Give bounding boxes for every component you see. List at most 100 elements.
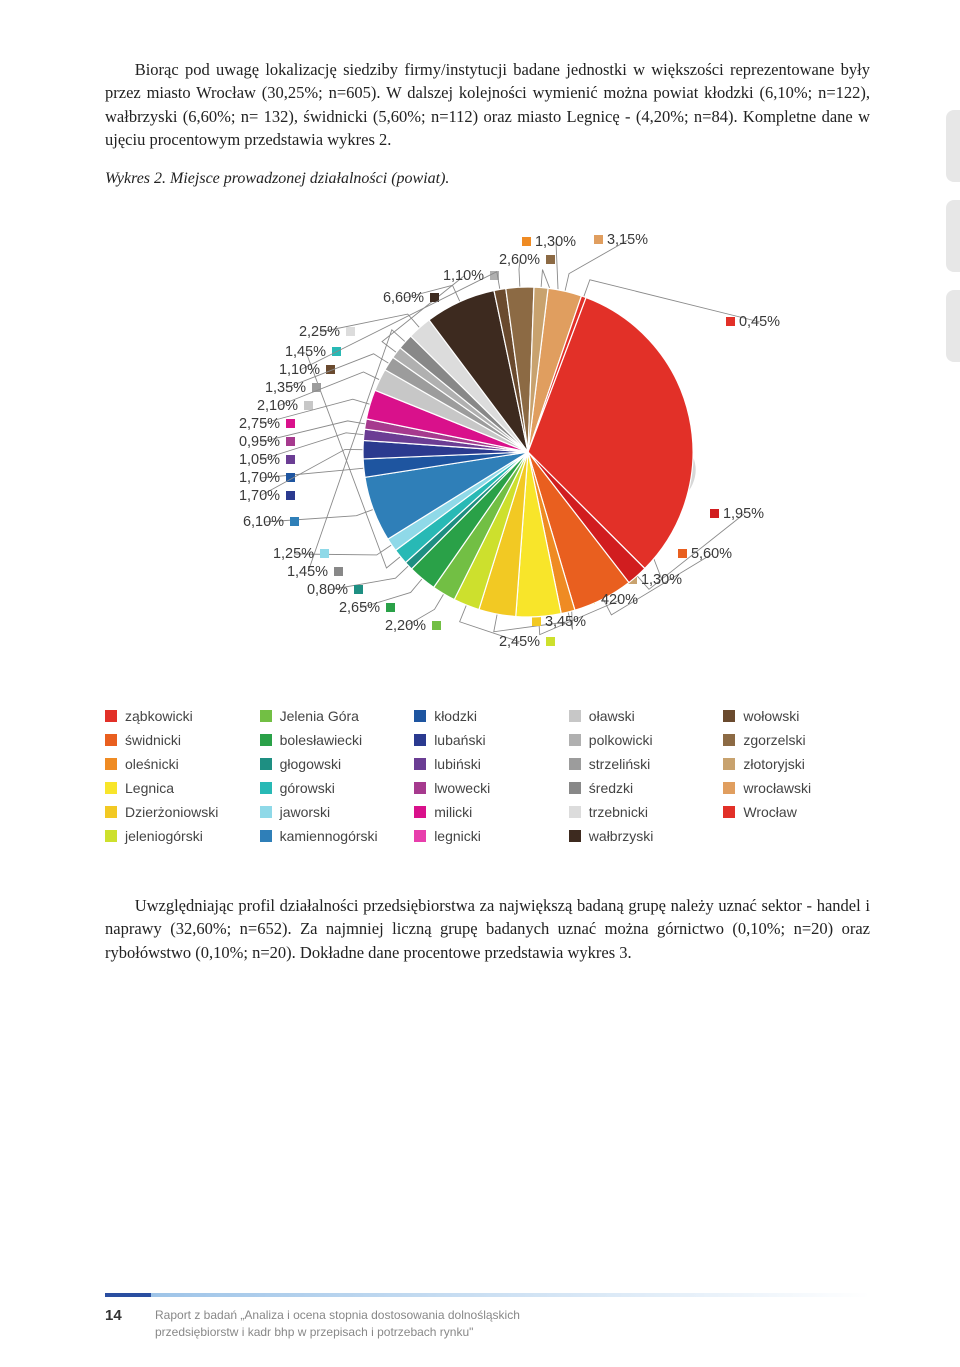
footer-text: Raport z badań „Analiza i ocena stopnia … <box>155 1307 520 1341</box>
legend-label: jeleniogórski <box>125 828 203 844</box>
legend-item: lubiński <box>414 756 561 772</box>
legend-swatch <box>260 734 272 746</box>
legend-swatch <box>723 782 735 794</box>
legend-swatch <box>260 806 272 818</box>
legend-item: średzki <box>569 780 716 796</box>
footer-rule <box>105 1293 870 1297</box>
legend-label: kamiennogórski <box>280 828 378 844</box>
legend-swatch <box>723 758 735 770</box>
legend-swatch <box>260 758 272 770</box>
legend-item: trzebnicki <box>569 804 716 820</box>
legend-item: wałbrzyski <box>569 828 716 844</box>
side-tab <box>946 200 960 272</box>
legend-swatch <box>569 830 581 842</box>
footer-line2: przedsiębiorstw i kadr bhp w przepisach … <box>155 1325 473 1339</box>
legend-item: zgorzelski <box>723 732 870 748</box>
legend-swatch <box>723 806 735 818</box>
legend-label: ząbkowicki <box>125 708 193 724</box>
legend-label: Dzierżoniowski <box>125 804 218 820</box>
legend-item: głogowski <box>260 756 407 772</box>
legend-label: oławski <box>589 708 635 724</box>
legend-swatch <box>105 710 117 722</box>
legend-swatch <box>414 830 426 842</box>
legend-item: wołowski <box>723 708 870 724</box>
legend-label: strzeliński <box>589 756 650 772</box>
legend-label: Wrocław <box>743 804 796 820</box>
legend-swatch <box>260 710 272 722</box>
legend-label: górowski <box>280 780 335 796</box>
footer-line1: Raport z badań „Analiza i ocena stopnia … <box>155 1308 520 1322</box>
legend-item: strzeliński <box>569 756 716 772</box>
legend-label: legnicki <box>434 828 481 844</box>
legend-item: kamiennogórski <box>260 828 407 844</box>
legend-swatch <box>569 734 581 746</box>
legend-item: jeleniogórski <box>105 828 252 844</box>
page-number: 14 <box>105 1307 155 1324</box>
legend-label: lubański <box>434 732 485 748</box>
legend-label: kłodzki <box>434 708 477 724</box>
legend-item: złotoryjski <box>723 756 870 772</box>
legend-label: wołowski <box>743 708 799 724</box>
legend-label: zgorzelski <box>743 732 805 748</box>
legend-swatch <box>723 734 735 746</box>
legend-item: ząbkowicki <box>105 708 252 724</box>
legend-item: oławski <box>569 708 716 724</box>
legend-swatch <box>569 806 581 818</box>
legend-label: oleśnicki <box>125 756 179 772</box>
legend-swatch <box>569 782 581 794</box>
legend-swatch <box>414 758 426 770</box>
legend-label: wałbrzyski <box>589 828 654 844</box>
page-footer: 14 Raport z badań „Analiza i ocena stopn… <box>105 1293 870 1341</box>
side-tabs <box>946 110 960 380</box>
legend-item <box>723 828 870 844</box>
legend-item: bolesławiecki <box>260 732 407 748</box>
legend-swatch <box>569 710 581 722</box>
legend-swatch <box>105 782 117 794</box>
legend-swatch <box>414 710 426 722</box>
legend-swatch <box>414 734 426 746</box>
pie-chart: 3,15%1,30%2,60%1,10%6,60%0,45%2,25%1,45%… <box>105 202 870 672</box>
legend-label: jaworski <box>280 804 331 820</box>
intro-paragraph: Biorąc pod uwagę lokalizację siedziby fi… <box>105 58 870 152</box>
legend-swatch <box>723 710 735 722</box>
legend-label: głogowski <box>280 756 341 772</box>
legend-label: złotoryjski <box>743 756 804 772</box>
chart-caption: Wykres 2. Miejsce prowadzonej działalnoś… <box>105 170 870 188</box>
legend-item: lubański <box>414 732 561 748</box>
legend-item: Legnica <box>105 780 252 796</box>
legend-swatch <box>105 734 117 746</box>
legend-label: milicki <box>434 804 472 820</box>
legend-label: wrocławski <box>743 780 811 796</box>
legend-item: kłodzki <box>414 708 561 724</box>
legend-label: Jelenia Góra <box>280 708 359 724</box>
legend-item: legnicki <box>414 828 561 844</box>
legend-item: oleśnicki <box>105 756 252 772</box>
legend-item: jaworski <box>260 804 407 820</box>
legend-label: polkowicki <box>589 732 653 748</box>
legend-label: lubiński <box>434 756 481 772</box>
chart-legend: ząbkowicki Jelenia Góra kłodzki oławski woło… <box>105 708 870 844</box>
legend-item: górowski <box>260 780 407 796</box>
legend-swatch <box>105 830 117 842</box>
legend-item: polkowicki <box>569 732 716 748</box>
legend-item: wrocławski <box>723 780 870 796</box>
legend-swatch <box>569 758 581 770</box>
legend-item: Jelenia Góra <box>260 708 407 724</box>
legend-item: milicki <box>414 804 561 820</box>
legend-label: bolesławiecki <box>280 732 362 748</box>
side-tab <box>946 110 960 182</box>
legend-swatch <box>260 782 272 794</box>
legend-label: lwowecki <box>434 780 490 796</box>
legend-label: trzebnicki <box>589 804 648 820</box>
legend-swatch <box>414 806 426 818</box>
legend-swatch <box>105 758 117 770</box>
outro-paragraph: Uwzględniając profil działalności przeds… <box>105 894 870 964</box>
legend-swatch <box>260 830 272 842</box>
side-tab <box>946 290 960 362</box>
legend-swatch <box>105 806 117 818</box>
legend-swatch <box>414 782 426 794</box>
legend-item: Wrocław <box>723 804 870 820</box>
legend-label: świdnicki <box>125 732 181 748</box>
legend-item: świdnicki <box>105 732 252 748</box>
legend-label: Legnica <box>125 780 174 796</box>
